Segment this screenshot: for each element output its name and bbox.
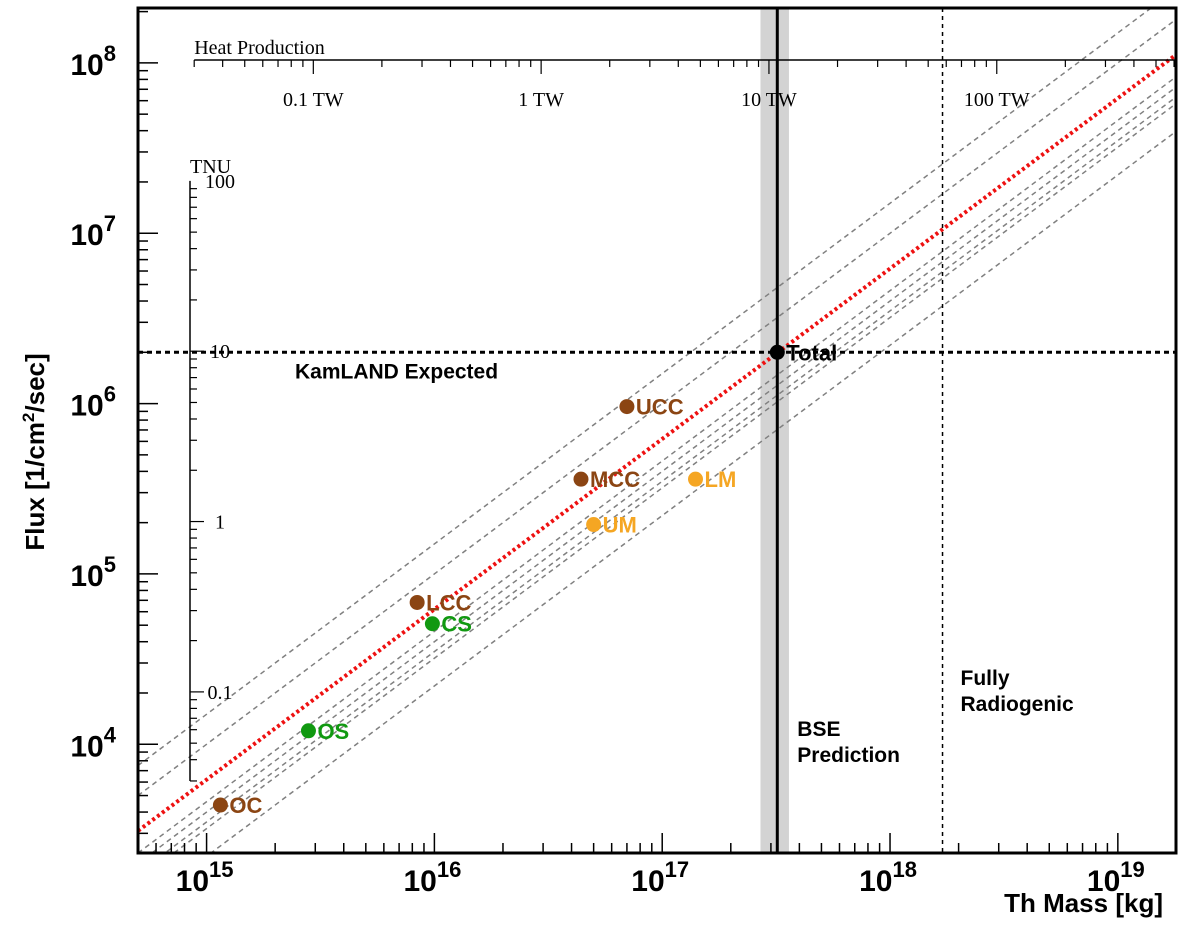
data-label-cs: CS [441,612,472,637]
y-tick-base: 10 [70,560,103,593]
y-tick-exponent: 8 [104,41,116,66]
data-point-lcc [409,594,425,610]
x-tick-base: 10 [1087,865,1120,898]
x-axis-title: Th Mass [kg] [1004,888,1163,918]
x-tick-base: 10 [859,865,892,898]
y-axis-tick-label: 104 [70,722,116,763]
y-axis-title: Flux [1/cm2/sec] [19,353,50,550]
data-label-total: Total [786,340,837,365]
y-axis-title-superscript: 2 [19,413,38,422]
x-tick-exponent: 18 [892,857,916,882]
bse-label-line1: BSE [797,718,840,741]
data-point-os [300,723,316,739]
x-tick-base: 10 [631,865,664,898]
data-point-oc [212,797,228,813]
gray-reference-line-2 [138,18,1176,797]
tnu-axis-tick-label: 0.1 [208,682,233,704]
y-axis-tick-label: 106 [70,382,116,423]
x-tick-exponent: 19 [1120,857,1144,882]
heat-axis-tick-label: 10 TW [741,89,797,111]
y-tick-exponent: 4 [104,722,117,747]
y-tick-base: 10 [70,730,103,763]
radiogenic-label-line1: Fully [961,667,1010,690]
x-axis-tick-label: 1015 [176,857,234,898]
x-axis-tick-label: 1018 [859,857,917,898]
x-tick-exponent: 16 [437,857,461,882]
x-axis-tick-label: 1016 [403,857,461,898]
plot-layer: KamLAND Expected BSE Prediction Fully Radiog… [138,8,1176,853]
tnu-axis-tick-label: 1 [215,512,225,534]
data-label-um: UM [603,513,637,538]
bse-uncertainty-band [760,8,789,853]
heat-axis-tick-label: 1 TW [518,89,564,111]
data-point-cs [424,616,440,632]
gray-reference-line-6 [172,103,1176,853]
y-axis-title-main: Flux [1/cm [20,422,50,551]
data-point-mcc [573,471,589,487]
y-tick-exponent: 6 [104,382,116,407]
data-point-ucc [619,399,635,415]
data-point-um [586,517,602,533]
data-label-lcc: LCC [426,590,471,615]
data-label-lm: LM [705,467,737,492]
x-tick-base: 10 [176,865,209,898]
y-axis-title-end: /sec] [20,353,50,412]
tnu-axis-title: TNU [190,156,232,178]
x-tick-exponent: 15 [209,857,233,882]
kamland-expected-label: KamLAND Expected [295,360,498,383]
data-label-mcc: MCC [590,467,640,492]
y-tick-base: 10 [70,49,103,82]
data-point-total [769,344,785,360]
gray-reference-line-3 [138,76,1176,853]
bse-label-line2: Prediction [797,744,900,767]
y-axis-tick-label: 105 [70,552,116,593]
gray-reference-line-5 [163,96,1176,853]
data-label-ucc: UCC [636,395,684,420]
heat-axis-tick-label: 100 TW [964,89,1030,111]
x-axis-tick-label: 1017 [631,857,689,898]
data-label-oc: OC [229,793,262,818]
heat-axis-title: Heat Production [194,37,325,59]
x-axis-tick-label: 1019 [1087,857,1145,898]
x-tick-exponent: 17 [665,857,689,882]
y-tick-base: 10 [70,219,103,252]
data-point-lm [688,471,704,487]
y-tick-base: 10 [70,390,103,423]
gray-reference-line-7 [209,130,1176,853]
y-tick-exponent: 5 [104,552,116,577]
y-axis-tick-label: 107 [70,211,116,252]
tnu-axis-tick-label: 100 [205,171,235,193]
y-axis-tick-label: 108 [70,41,116,82]
heat-axis-tick-label: 0.1 TW [283,89,344,111]
data-label-os: OS [317,719,349,744]
gray-reference-line-1 [138,8,1153,767]
red-mean-line [138,53,1176,833]
x-tick-base: 10 [403,865,436,898]
y-tick-exponent: 7 [104,211,116,236]
tnu-axis-tick-label: 10 [210,341,230,363]
radiogenic-label-line2: Radiogenic [961,693,1075,716]
